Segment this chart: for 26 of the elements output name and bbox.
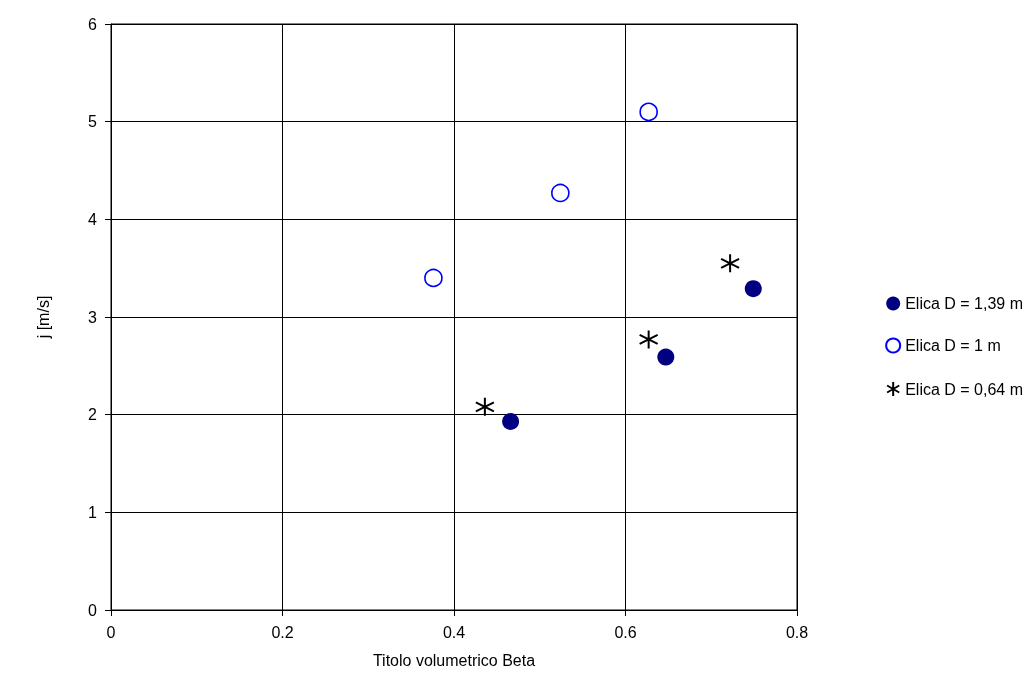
x-axis-title: Titolo volumetrico Beta [372,651,536,669]
y-tick-label: 4 [88,210,98,228]
y-tick-label: 0 [88,601,98,619]
y-axis-title: j [m/s] [34,295,52,340]
y-tick-label: 5 [88,113,98,131]
legend-label: Elica D = 1,39 m [905,295,1023,312]
x-tick-label: 0 [106,623,116,641]
y-tick-label: 2 [88,406,98,424]
point [744,280,762,298]
y-tick-label: 6 [88,15,98,33]
x-tick-label: 0.2 [271,623,294,641]
legend-label: Elica D = 0,64 m [905,380,1023,398]
x-tick-label: 0.8 [785,623,809,641]
x-tick-label: 0.4 [442,623,466,641]
point [551,183,570,203]
x-tick-label: 0.6 [614,623,637,641]
y-tick-label: 3 [88,308,98,326]
point [639,102,658,122]
point [424,268,443,288]
point [657,348,675,366]
point [502,413,520,430]
point [720,253,741,274]
y-tick-label: 1 [88,503,98,521]
legend-label: Elica D = 1 m [905,337,1001,354]
point [474,396,495,417]
point [638,329,659,350]
